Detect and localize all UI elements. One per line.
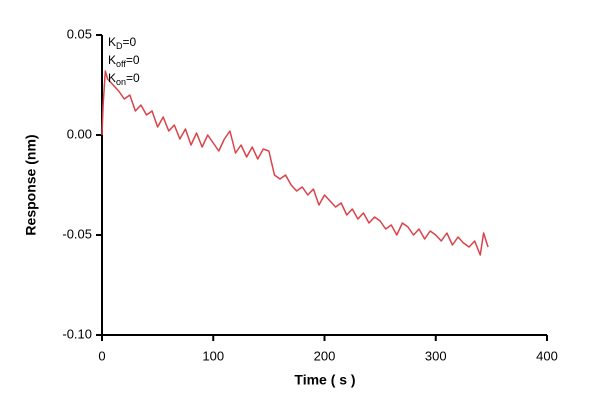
annotation-sub: on (116, 77, 126, 87)
x-axis-title: Time ( s ) (294, 372, 355, 388)
annotation-rest: =0 (126, 71, 140, 85)
y-axis-title: Response (nm) (23, 134, 39, 235)
annotation-main: K (108, 53, 116, 67)
annotation-main: K (108, 71, 116, 85)
y-tick-label: 0.05 (67, 26, 92, 41)
x-tick-label: 0 (98, 348, 105, 363)
x-tick-label: 400 (536, 348, 558, 363)
x-tick-label: 100 (202, 348, 224, 363)
annotation-rest: =0 (126, 53, 140, 67)
y-tick-label: -0.05 (62, 226, 92, 241)
annotation: Kon=0 (108, 71, 140, 87)
x-tick-label: 300 (425, 348, 447, 363)
y-tick-label: 0.00 (67, 126, 92, 141)
annotation-sub: off (116, 59, 126, 69)
annotation-main: K (108, 35, 116, 49)
x-tick-label: 200 (314, 348, 336, 363)
annotation: KD=0 (108, 35, 137, 51)
annotation-sub: D (116, 41, 123, 51)
annotation-rest: =0 (123, 35, 137, 49)
data-line (101, 70, 489, 256)
y-tick-label: -0.10 (62, 326, 92, 341)
annotation: Koff=0 (108, 53, 140, 69)
